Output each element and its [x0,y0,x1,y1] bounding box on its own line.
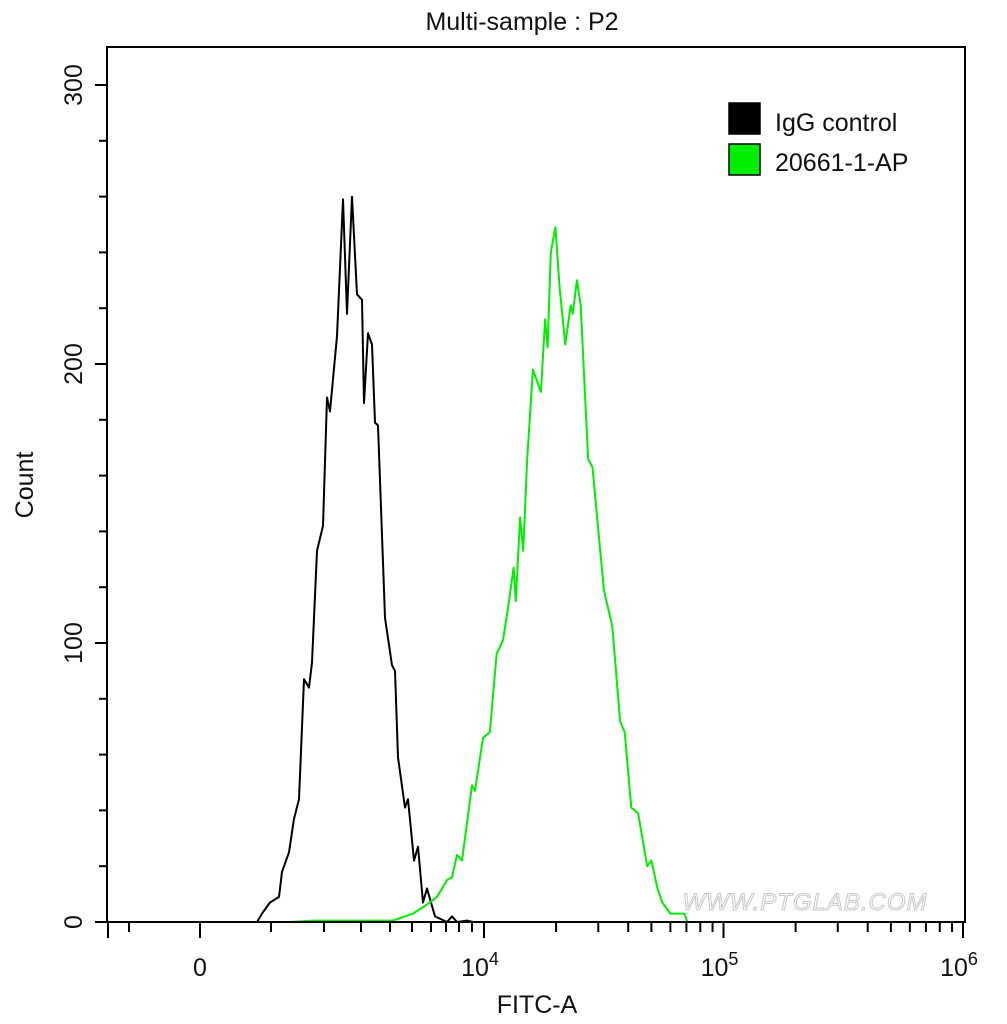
x-tick-label: 106 [940,949,978,982]
legend-label-igg-control: IgG control [775,109,897,137]
x-tick-label: 0 [193,954,207,982]
y-tick-label: 300 [60,64,88,106]
series-line-20661-1-ap [289,226,689,923]
y-axis-title: Count [11,452,39,519]
series-curves [200,195,689,923]
x-tick-label: 105 [701,949,739,982]
legend-label-20661-1-ap: 20661-1-AP [775,149,908,177]
legend: IgG control 20661-1-AP [728,102,908,177]
y-tick-label: 0 [60,915,88,929]
plot-frame [106,46,966,923]
watermark: WWW.PTGLAB.COM [682,889,927,916]
legend-swatch-igg-control [728,102,761,135]
series-line-igg-control [200,195,474,923]
legend-swatch-20661-1-ap [728,143,761,176]
x-axis: 0 104 105 106 [107,922,978,982]
y-tick-label: 200 [60,343,88,385]
x-tick-label: 104 [461,949,499,982]
y-axis: 0 100 200 300 [60,64,107,929]
y-tick-label: 100 [60,622,88,664]
chart-title: Multi-sample : P2 [425,8,618,36]
x-axis-title: FITC-A [497,991,578,1019]
